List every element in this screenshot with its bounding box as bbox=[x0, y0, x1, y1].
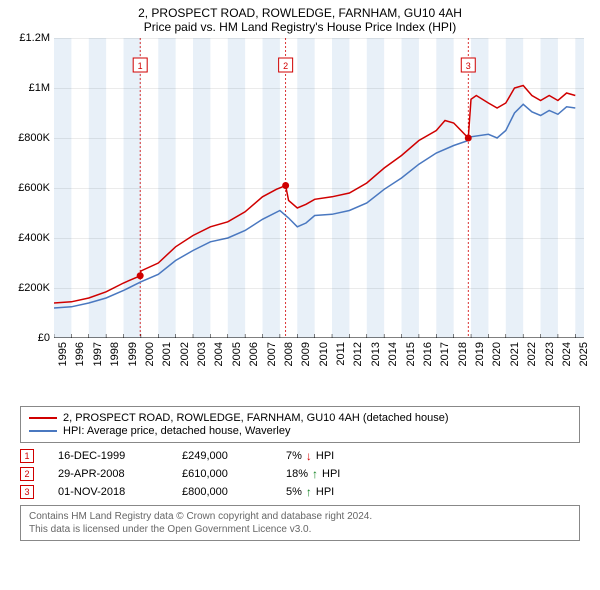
x-tick-label: 1998 bbox=[109, 342, 121, 366]
x-tick-label: 2013 bbox=[370, 342, 382, 366]
x-tick-label: 2015 bbox=[405, 342, 417, 366]
sale-row: 3 01-NOV-2018 £800,000 5%↑HPI bbox=[20, 483, 580, 501]
legend-label: 2, PROSPECT ROAD, ROWLEDGE, FARNHAM, GU1… bbox=[63, 412, 449, 424]
x-tick-label: 2011 bbox=[335, 342, 347, 366]
sale-row: 1 16-DEC-1999 £249,000 7%↓HPI bbox=[20, 447, 580, 465]
x-tick-label: 2004 bbox=[213, 342, 225, 366]
sale-date: 01-NOV-2018 bbox=[58, 486, 158, 498]
x-tick-label: 2006 bbox=[248, 342, 260, 366]
x-tick-label: 2023 bbox=[544, 342, 556, 366]
legend-item: 2, PROSPECT ROAD, ROWLEDGE, FARNHAM, GU1… bbox=[29, 412, 571, 424]
x-tick-label: 2021 bbox=[509, 342, 521, 366]
x-tick-label: 2022 bbox=[526, 342, 538, 366]
sale-price: £610,000 bbox=[182, 468, 262, 480]
sale-marker-icon: 1 bbox=[20, 449, 34, 463]
y-tick-label: £400K bbox=[18, 232, 50, 244]
y-tick-label: £0 bbox=[38, 332, 50, 344]
x-tick-label: 2014 bbox=[387, 342, 399, 366]
sale-marker-icon: 2 bbox=[20, 467, 34, 481]
arrow-icon: ↓ bbox=[306, 449, 312, 463]
x-tick-label: 2007 bbox=[266, 342, 278, 366]
x-tick-label: 2003 bbox=[196, 342, 208, 366]
x-tick-label: 2009 bbox=[300, 342, 312, 366]
arrow-icon: ↑ bbox=[312, 467, 318, 481]
x-tick-label: 2000 bbox=[144, 342, 156, 366]
sale-delta: 18%↑HPI bbox=[286, 467, 406, 481]
sales-table: 1 16-DEC-1999 £249,000 7%↓HPI 2 29-APR-2008 £6… bbox=[20, 447, 580, 501]
sale-marker-icon: 3 bbox=[20, 485, 34, 499]
sale-price: £800,000 bbox=[182, 486, 262, 498]
x-tick-label: 2002 bbox=[179, 342, 191, 366]
x-tick-label: 2024 bbox=[561, 342, 573, 366]
sale-date: 29-APR-2008 bbox=[58, 468, 158, 480]
y-tick-label: £1M bbox=[29, 82, 50, 94]
x-tick-label: 2001 bbox=[161, 342, 173, 366]
sale-price: £249,000 bbox=[182, 450, 262, 462]
x-tick-label: 2008 bbox=[283, 342, 295, 366]
sale-date: 16-DEC-1999 bbox=[58, 450, 158, 462]
legend-label: HPI: Average price, detached house, Wave… bbox=[63, 425, 290, 437]
x-tick-label: 2012 bbox=[352, 342, 364, 366]
x-tick-label: 2010 bbox=[318, 342, 330, 366]
x-tick-label: 1999 bbox=[127, 342, 139, 366]
svg-text:1: 1 bbox=[138, 61, 143, 71]
legend-item: HPI: Average price, detached house, Wave… bbox=[29, 425, 571, 437]
svg-text:2: 2 bbox=[283, 61, 288, 71]
x-tick-label: 2005 bbox=[231, 342, 243, 366]
x-tick-label: 1997 bbox=[92, 342, 104, 366]
y-tick-label: £200K bbox=[18, 282, 50, 294]
footer-line-2: This data is licensed under the Open Gov… bbox=[29, 523, 571, 536]
legend-swatch bbox=[29, 430, 57, 432]
y-tick-label: £800K bbox=[18, 132, 50, 144]
footer-line-1: Contains HM Land Registry data © Crown c… bbox=[29, 510, 571, 523]
sale-delta: 5%↑HPI bbox=[286, 485, 406, 499]
x-tick-label: 2017 bbox=[439, 342, 451, 366]
legend: 2, PROSPECT ROAD, ROWLEDGE, FARNHAM, GU1… bbox=[20, 406, 580, 443]
footer-attribution: Contains HM Land Registry data © Crown c… bbox=[20, 505, 580, 541]
arrow-icon: ↑ bbox=[306, 485, 312, 499]
chart-title: 2, PROSPECT ROAD, ROWLEDGE, FARNHAM, GU1… bbox=[0, 6, 600, 20]
x-tick-label: 2016 bbox=[422, 342, 434, 366]
x-axis: 1995 1996 1997 1998 1999 2000 2001 2002 2003 2004… bbox=[54, 342, 584, 372]
x-tick-label: 1995 bbox=[57, 342, 69, 366]
svg-text:3: 3 bbox=[466, 61, 471, 71]
x-tick-label: 2018 bbox=[457, 342, 469, 366]
legend-swatch bbox=[29, 417, 57, 419]
chart-subtitle: Price paid vs. HM Land Registry's House … bbox=[0, 20, 600, 34]
sale-row: 2 29-APR-2008 £610,000 18%↑HPI bbox=[20, 465, 580, 483]
y-tick-label: £1.2M bbox=[19, 32, 50, 44]
x-tick-label: 2020 bbox=[491, 342, 503, 366]
x-tick-label: 1996 bbox=[74, 342, 86, 366]
x-tick-label: 2025 bbox=[578, 342, 590, 366]
chart-area: 1 2 3 1995 1996 1997 1998 1999 2000 2001 2002 2003… bbox=[10, 38, 590, 368]
y-tick-label: £600K bbox=[18, 182, 50, 194]
sale-delta: 7%↓HPI bbox=[286, 449, 406, 463]
x-tick-label: 2019 bbox=[474, 342, 486, 366]
